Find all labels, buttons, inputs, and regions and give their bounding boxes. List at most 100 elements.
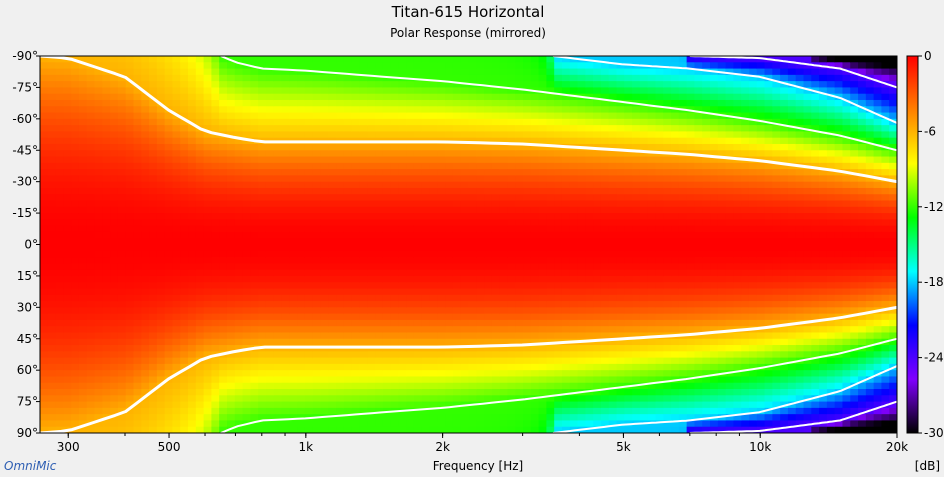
heatmap-cell [250, 87, 259, 95]
heatmap-cell [577, 156, 586, 164]
heatmap-cell [195, 62, 205, 70]
heatmap-cell [577, 99, 586, 107]
heatmap-cell [452, 370, 462, 378]
heatmap-cell [530, 131, 540, 139]
heatmap-cell [468, 74, 477, 82]
heatmap-cell [484, 294, 493, 302]
heatmap-cell [343, 382, 353, 390]
heatmap-cell [437, 169, 446, 176]
heatmap-cell [133, 68, 142, 76]
heatmap-cell [164, 118, 174, 126]
heatmap-cell [328, 332, 337, 340]
heatmap-cell [86, 332, 96, 340]
heatmap-cell [639, 175, 649, 183]
heatmap-cell [491, 112, 501, 120]
heatmap-cell [117, 200, 127, 208]
heatmap-cell [40, 62, 49, 70]
heatmap-cell [164, 93, 174, 101]
heatmap-cell [671, 162, 680, 170]
heatmap-cell [172, 238, 181, 246]
heatmap-cell [110, 162, 119, 170]
heatmap-cell [530, 143, 540, 151]
heatmap-cell [523, 56, 532, 63]
heatmap-cell [78, 213, 88, 220]
heatmap-cell [188, 319, 197, 327]
heatmap-cell [382, 326, 392, 334]
heatmap-cell [250, 238, 259, 246]
heatmap-cell [639, 389, 649, 396]
heatmap-cell [320, 426, 329, 433]
heatmap-cell [78, 87, 88, 95]
heatmap-cell [382, 56, 392, 63]
heatmap-cell [312, 332, 322, 340]
heatmap-cell [546, 225, 555, 233]
heatmap-cell [437, 288, 446, 296]
heatmap-cell [499, 118, 509, 126]
heatmap-cell [211, 426, 220, 433]
heatmap-cell [304, 338, 314, 346]
heatmap-cell [639, 231, 649, 239]
heatmap-cell [616, 244, 625, 252]
heatmap-cell [188, 250, 197, 258]
heatmap-cell [429, 269, 438, 277]
heatmap-cell [94, 112, 103, 120]
heatmap-cell [336, 351, 345, 359]
heatmap-cell [110, 231, 119, 239]
heatmap-cell [390, 250, 399, 258]
heatmap-cell [671, 131, 680, 139]
heatmap-cell [234, 313, 244, 321]
heatmap-cell [47, 420, 57, 428]
heatmap-cell [297, 244, 306, 252]
heatmap-cell [55, 106, 64, 114]
heatmap-cell [445, 56, 454, 63]
heatmap-cell [180, 181, 189, 189]
heatmap-cell [663, 225, 672, 233]
heatmap-cell [226, 99, 236, 107]
heatmap-cell [304, 326, 314, 334]
heatmap-cell [47, 137, 57, 145]
heatmap-cell [320, 62, 329, 70]
heatmap-cell [125, 294, 135, 302]
heatmap-cell [655, 414, 664, 422]
heatmap-cell [608, 244, 618, 252]
heatmap-cell [616, 99, 625, 107]
heatmap-cell [616, 301, 625, 308]
heatmap-cell [663, 363, 672, 371]
heatmap-cell [265, 175, 275, 183]
heatmap-cell [172, 351, 181, 359]
heatmap-cell [561, 125, 571, 132]
heatmap-cell [663, 156, 672, 164]
heatmap-cell [491, 200, 501, 208]
heatmap-cell [507, 426, 516, 433]
heatmap-cell [351, 407, 361, 415]
heatmap-cell [390, 181, 399, 189]
heatmap-cell [86, 395, 96, 403]
heatmap-cell [429, 338, 438, 346]
heatmap-cell [258, 357, 267, 365]
heatmap-cell [484, 169, 493, 176]
heatmap-cell [608, 389, 618, 396]
heatmap-cell [203, 332, 212, 340]
heatmap-cell [561, 81, 571, 89]
heatmap-cell [219, 250, 228, 258]
heatmap-cell [585, 62, 594, 70]
heatmap-cell [468, 426, 477, 433]
heatmap-cell [328, 187, 337, 195]
heatmap-cell [289, 414, 298, 422]
heatmap-cell [102, 332, 111, 340]
heatmap-cell [600, 275, 610, 283]
heatmap-cell [351, 288, 361, 296]
heatmap-cell [63, 420, 72, 428]
heatmap-cell [297, 357, 306, 365]
heatmap-cell [273, 87, 283, 95]
heatmap-cell [149, 395, 158, 403]
heatmap-cell [406, 231, 415, 239]
heatmap-cell [499, 313, 509, 321]
heatmap-cell [226, 213, 236, 220]
heatmap-cell [304, 407, 314, 415]
heatmap-cell [523, 301, 532, 308]
heatmap-cell [569, 395, 579, 403]
heatmap-cell [499, 382, 509, 390]
heatmap-cell [632, 125, 641, 132]
